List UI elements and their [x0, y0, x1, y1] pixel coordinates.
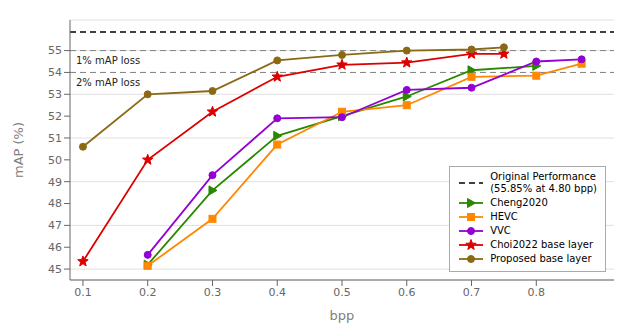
svg-text:0.1: 0.1	[74, 286, 92, 299]
svg-text:0.7: 0.7	[463, 286, 481, 299]
svg-text:55: 55	[48, 44, 62, 57]
svg-text:47: 47	[48, 219, 62, 232]
svg-text:2% mAP loss: 2% mAP loss	[76, 77, 140, 88]
svg-text:52: 52	[48, 110, 62, 123]
svg-text:54: 54	[48, 66, 62, 79]
svg-text:49: 49	[48, 176, 62, 189]
html-text:HEVC: HEVC	[490, 211, 518, 222]
svg-text:0.3: 0.3	[204, 286, 222, 299]
html-text:VVC: VVC	[490, 225, 511, 236]
svg-text:0.5: 0.5	[333, 286, 351, 299]
svg-text:0.4: 0.4	[268, 286, 286, 299]
svg-text:46: 46	[48, 241, 62, 254]
svg-text:48: 48	[48, 197, 62, 210]
svg-text:0.8: 0.8	[528, 286, 546, 299]
svg-text:0.2: 0.2	[139, 286, 157, 299]
html-text:Choi2022 base layer: Choi2022 base layer	[490, 239, 594, 250]
html-text:Original Performance (55.85% a: Original Performance (55.85% at 4.80 bpp…	[490, 171, 597, 194]
svg-text:50: 50	[48, 154, 62, 167]
html-text:Cheng2020: Cheng2020	[490, 197, 548, 208]
html-text:Proposed base layer: Proposed base layer	[490, 253, 592, 264]
svg-text:0.6: 0.6	[398, 286, 416, 299]
svg-text:mAP (%): mAP (%)	[11, 122, 26, 178]
svg-text:45: 45	[48, 263, 62, 276]
svg-text:1% mAP loss: 1% mAP loss	[76, 55, 140, 66]
svg-text:53: 53	[48, 88, 62, 101]
svg-text:51: 51	[48, 132, 62, 145]
svg-text:bpp: bpp	[330, 308, 355, 323]
